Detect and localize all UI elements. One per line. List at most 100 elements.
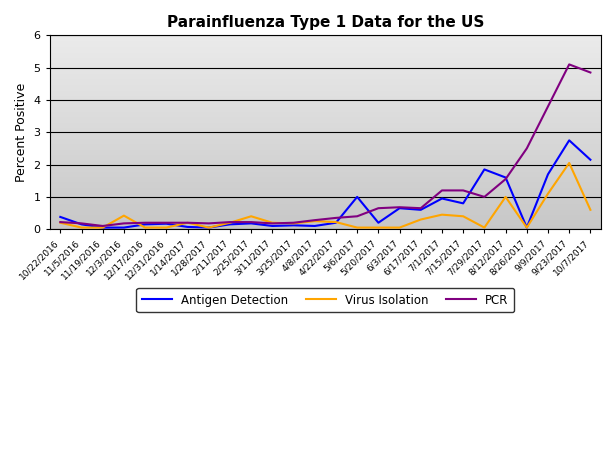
Bar: [50, 52, 601, 53]
Bar: [50, 105, 601, 106]
Virus Isolation: [269, 220, 276, 225]
Bar: [50, 144, 601, 145]
Bar: [50, 121, 601, 122]
Antigen Detection: [396, 206, 403, 211]
Bar: [50, 227, 601, 228]
Bar: [50, 39, 601, 40]
Bar: [50, 197, 601, 198]
Antigen Detection: [269, 223, 276, 229]
Bar: [50, 93, 601, 94]
Antigen Detection: [460, 201, 467, 206]
Bar: [50, 110, 601, 111]
PCR: [78, 221, 85, 226]
Bar: [50, 223, 601, 224]
PCR: [99, 223, 107, 229]
PCR: [269, 221, 276, 226]
Bar: [50, 124, 601, 125]
Bar: [50, 94, 601, 95]
Bar: [50, 95, 601, 96]
Bar: [50, 196, 601, 197]
PCR: [523, 146, 530, 151]
Bar: [50, 221, 601, 222]
Antigen Detection: [438, 196, 445, 201]
Bar: [50, 138, 601, 139]
Bar: [50, 99, 601, 100]
Bar: [50, 53, 601, 54]
Bar: [50, 42, 601, 43]
Antigen Detection: [248, 221, 255, 226]
Bar: [50, 130, 601, 131]
Bar: [50, 143, 601, 144]
Virus Isolation: [375, 225, 382, 231]
Bar: [50, 59, 601, 60]
Bar: [50, 128, 601, 129]
Bar: [50, 182, 601, 183]
Bar: [50, 179, 601, 180]
Title: Parainfluenza Type 1 Data for the US: Parainfluenza Type 1 Data for the US: [167, 15, 484, 30]
Bar: [50, 66, 601, 67]
Bar: [50, 72, 601, 73]
Bar: [50, 78, 601, 79]
Antigen Detection: [417, 207, 424, 213]
Virus Isolation: [78, 225, 85, 231]
Bar: [50, 48, 601, 49]
Bar: [50, 112, 601, 113]
Antigen Detection: [184, 224, 191, 230]
Virus Isolation: [460, 213, 467, 219]
Bar: [50, 194, 601, 195]
Bar: [50, 171, 601, 172]
Bar: [50, 119, 601, 120]
Bar: [50, 77, 601, 78]
Bar: [50, 55, 601, 56]
Bar: [50, 216, 601, 217]
Bar: [50, 167, 601, 168]
Bar: [50, 50, 601, 51]
PCR: [565, 61, 573, 67]
PCR: [438, 188, 445, 193]
Bar: [50, 54, 601, 55]
Bar: [50, 206, 601, 207]
Bar: [50, 85, 601, 86]
Bar: [50, 49, 601, 50]
Bar: [50, 102, 601, 103]
Bar: [50, 162, 601, 163]
Bar: [50, 220, 601, 221]
Bar: [50, 70, 601, 71]
Bar: [50, 135, 601, 136]
Virus Isolation: [311, 219, 318, 224]
Bar: [50, 151, 601, 152]
Bar: [50, 168, 601, 169]
PCR: [332, 215, 339, 221]
Bar: [50, 79, 601, 80]
Bar: [50, 137, 601, 138]
Antigen Detection: [480, 167, 488, 172]
Bar: [50, 100, 601, 101]
Bar: [50, 120, 601, 121]
Bar: [50, 60, 601, 61]
Bar: [50, 108, 601, 109]
Bar: [50, 81, 601, 82]
Bar: [50, 161, 601, 162]
Virus Isolation: [120, 213, 128, 219]
Bar: [50, 107, 601, 108]
Bar: [50, 186, 601, 187]
Bar: [50, 91, 601, 92]
Bar: [50, 193, 601, 194]
Bar: [50, 226, 601, 227]
Bar: [50, 80, 601, 81]
Antigen Detection: [205, 225, 213, 231]
Bar: [50, 75, 601, 76]
Bar: [50, 111, 601, 112]
Bar: [50, 109, 601, 110]
Bar: [50, 98, 601, 99]
Bar: [50, 172, 601, 173]
Bar: [50, 210, 601, 211]
Bar: [50, 169, 601, 170]
Bar: [50, 157, 601, 158]
Bar: [50, 123, 601, 124]
Virus Isolation: [332, 219, 339, 225]
Bar: [50, 126, 601, 127]
Bar: [50, 209, 601, 210]
Bar: [50, 67, 601, 68]
PCR: [226, 219, 233, 225]
